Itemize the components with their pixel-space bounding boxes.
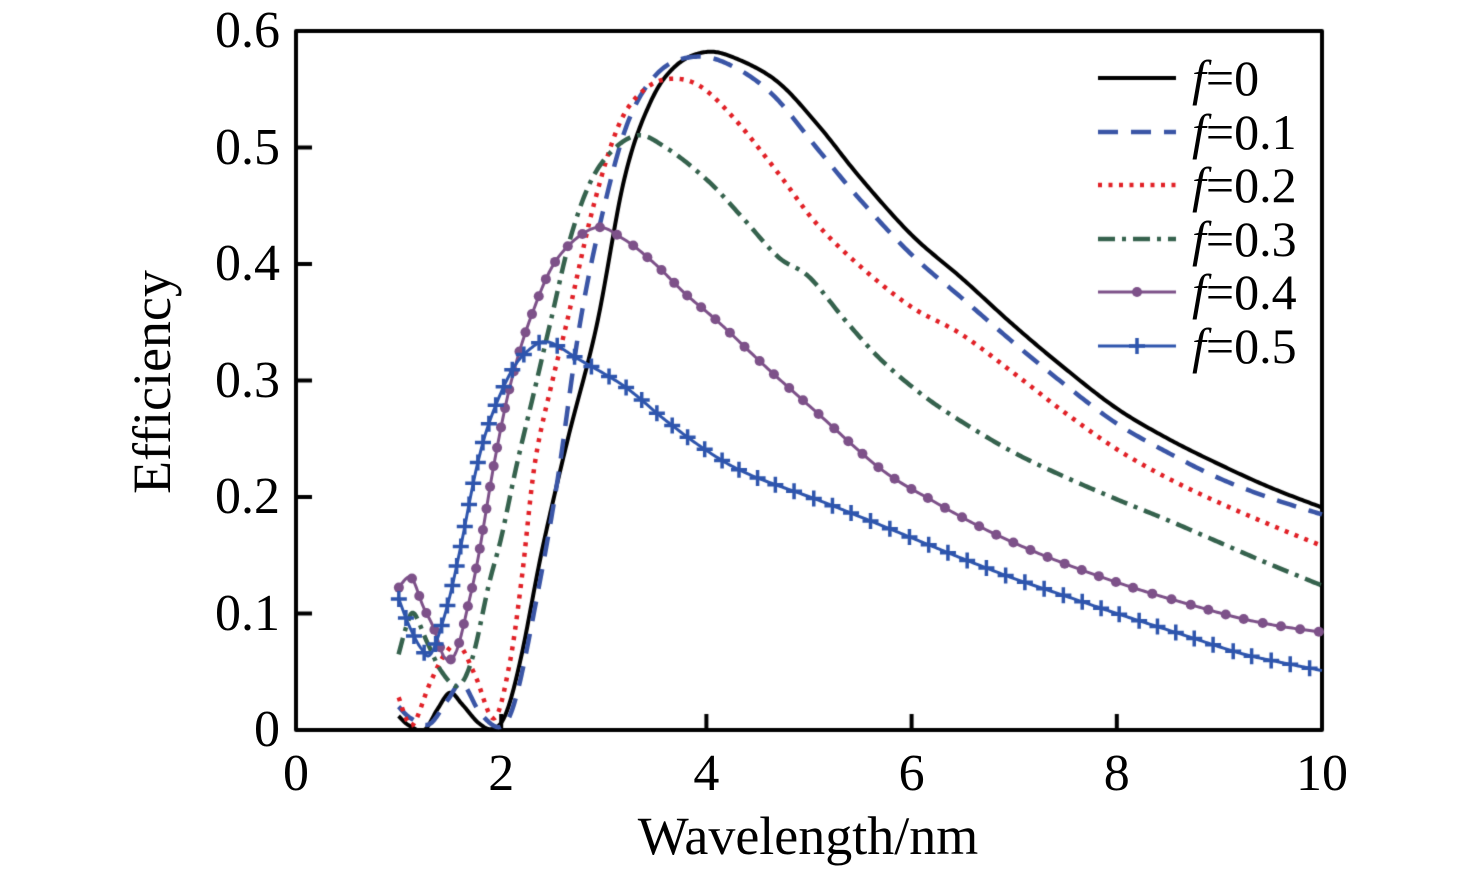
x-tick-label: 8	[1103, 745, 1130, 802]
legend-item-f-0-2: f=0.2	[1096, 158, 1297, 212]
legend-line-sample	[1096, 332, 1178, 359]
legend-label: f=0.4	[1192, 264, 1297, 320]
legend-line-sample	[1096, 172, 1178, 198]
y-tick-label: 0	[254, 701, 280, 758]
legend-item-f-0-3: f=0.3	[1096, 212, 1297, 266]
legend-item-f-0: f=0	[1096, 51, 1259, 105]
y-tick-label: 0.3	[215, 351, 280, 409]
x-tick-label: 10	[1296, 745, 1348, 802]
x-tick-label: 6	[898, 745, 925, 802]
x-tick-label: 2	[488, 745, 515, 802]
legend-label: f=0.3	[1192, 210, 1297, 267]
x-axis-title: Wavelength/nm	[637, 806, 979, 866]
x-tick-label: 0	[283, 745, 309, 802]
legend-item-f-0-5: f=0.5	[1096, 319, 1297, 373]
legend-line-sample	[1096, 65, 1178, 91]
legend-line-sample	[1096, 118, 1178, 145]
legend-label: f=0	[1192, 50, 1260, 106]
y-tick-label: 0.4	[215, 235, 280, 292]
legend-item-f-0-4: f=0.4	[1096, 265, 1297, 319]
legend-line-sample	[1096, 279, 1178, 305]
y-tick-label: 0.6	[215, 2, 280, 59]
legend-label: f=0.1	[1192, 103, 1297, 160]
y-tick-label: 0.1	[215, 584, 280, 642]
legend-item-f-0-1: f=0.1	[1096, 105, 1297, 159]
legend-line-sample	[1096, 225, 1178, 252]
legend-label: f=0.2	[1192, 157, 1297, 213]
y-tick-label: 0.5	[215, 118, 280, 176]
x-tick-label: 4	[693, 745, 720, 802]
y-tick-label: 0.2	[215, 468, 280, 525]
legend-label: f=0.5	[1192, 317, 1297, 374]
